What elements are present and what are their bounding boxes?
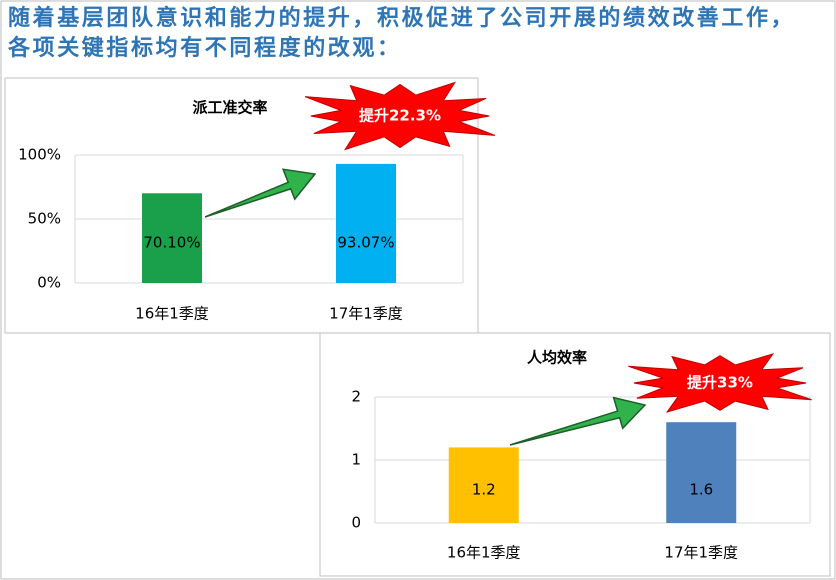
value-label: 1.2	[472, 481, 496, 499]
annotation: 提升22.3%	[359, 107, 441, 125]
x-tick-label: 16年1季度	[447, 544, 521, 562]
bar	[448, 447, 519, 523]
heading: 随着基层团队意识和能力的提升，积极促进了公司开展的绩效改善工作，各项关键指标均有…	[8, 6, 796, 61]
x-tick-label: 16年1季度	[135, 305, 209, 323]
y-tick-label: 50%	[28, 210, 61, 228]
trend-arrow	[204, 168, 317, 218]
value-label: 1.6	[689, 481, 713, 499]
starburst	[628, 353, 812, 413]
y-tick-label: 0	[351, 514, 361, 532]
chart-title: 派工准交率	[192, 99, 267, 117]
starburst	[304, 81, 496, 151]
y-tick-label: 2	[351, 388, 361, 406]
bar	[666, 422, 737, 523]
x-tick-label: 17年1季度	[664, 544, 738, 562]
x-tick-label: 17年1季度	[329, 305, 403, 323]
y-tick-label: 100%	[18, 146, 61, 164]
value-label: 70.10%	[143, 234, 200, 252]
bar	[142, 193, 202, 283]
bar	[336, 163, 396, 283]
trend-arrow	[509, 396, 647, 446]
chart-title: 人均效率	[527, 349, 587, 367]
annotation: 提升33%	[687, 374, 753, 392]
value-label: 93.07%	[337, 234, 394, 252]
y-tick-label: 0%	[37, 274, 61, 292]
y-tick-label: 1	[351, 451, 361, 469]
